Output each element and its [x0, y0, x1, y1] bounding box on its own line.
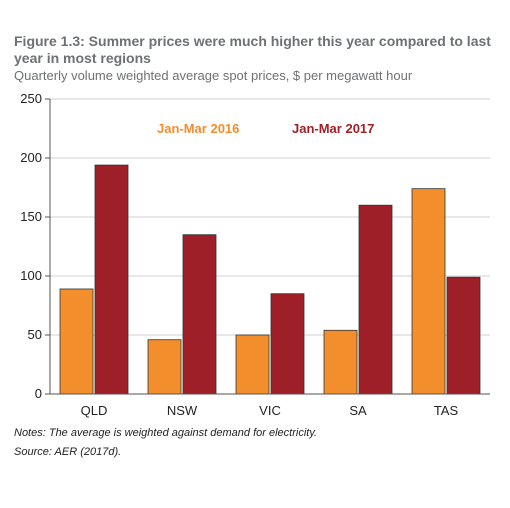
bar-tas-series-1 [411, 188, 446, 395]
x-tick-label: NSW [167, 403, 198, 418]
bar-qld-series-1 [59, 288, 94, 395]
bars [59, 164, 481, 395]
bar-nsw-series-1 [147, 339, 182, 395]
axes [49, 99, 490, 395]
bar-vic-series-1 [235, 334, 270, 395]
x-tick-label: VIC [259, 403, 281, 418]
x-axis-ticks: QLD NSW VIC SA TAS [81, 403, 459, 418]
bar-tas-series-2 [446, 276, 481, 395]
figure-subtitle: Quarterly volume weighted average spot p… [14, 68, 413, 83]
bar-sa-series-1 [323, 329, 358, 395]
bar-vic-series-2 [270, 293, 305, 395]
bar-qld-series-2 [94, 164, 129, 395]
legend: Jan-Mar 2016 Jan-Mar 2017 [157, 121, 374, 136]
y-tick-label: 50 [28, 327, 42, 342]
y-tick-label: 100 [20, 268, 42, 283]
legend-label-series-2: Jan-Mar 2017 [292, 121, 374, 136]
bar-sa-series-2 [358, 204, 393, 395]
x-tick-label: QLD [81, 403, 108, 418]
y-tick-label: 0 [35, 386, 42, 401]
legend-label-series-1: Jan-Mar 2016 [157, 121, 239, 136]
x-tick-label: TAS [434, 403, 459, 418]
y-tick-label: 250 [20, 91, 42, 106]
chart-source: Source: AER (2017d). [14, 446, 122, 458]
y-axis-ticks: 0 50 100 150 200 250 [20, 91, 50, 401]
figure-title: Figure 1.3: Summer prices were much high… [14, 33, 491, 66]
y-tick-label: 200 [20, 150, 42, 165]
chart-notes: Notes: The average is weighted against d… [14, 427, 318, 439]
bar-nsw-series-2 [182, 234, 217, 395]
x-tick-label: SA [349, 403, 367, 418]
y-tick-label: 150 [20, 209, 42, 224]
